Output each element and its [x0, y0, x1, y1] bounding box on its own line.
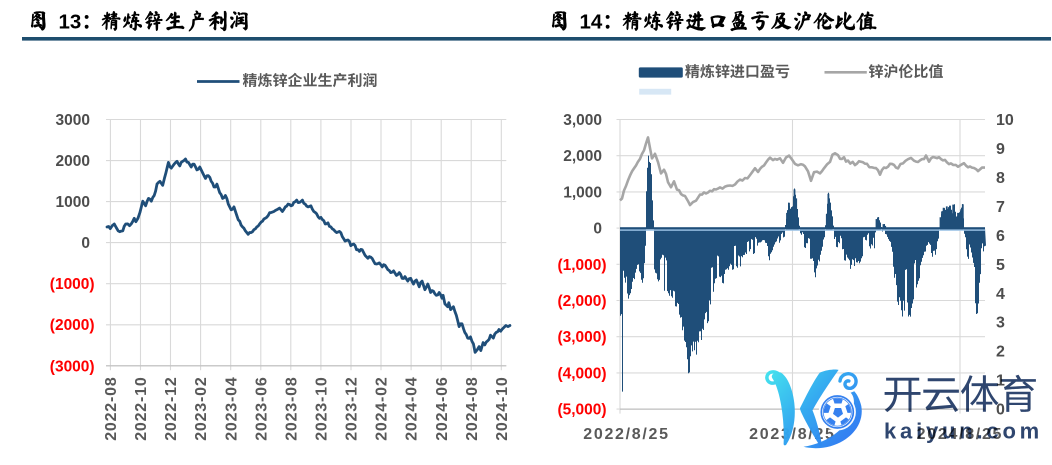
svg-text:1,000: 1,000: [563, 184, 602, 201]
svg-text:2023-08: 2023-08: [283, 376, 300, 440]
svg-text:2000: 2000: [56, 153, 90, 170]
svg-text:(5,000): (5,000): [557, 402, 606, 419]
svg-text:(3000): (3000): [50, 358, 95, 375]
svg-text:7: 7: [996, 199, 1005, 216]
svg-text:5: 5: [996, 257, 1005, 274]
svg-text:(1,000): (1,000): [557, 257, 606, 274]
svg-text:4: 4: [996, 286, 1005, 303]
svg-text:2022-12: 2022-12: [163, 376, 180, 440]
svg-text:2024-08: 2024-08: [464, 376, 481, 440]
svg-text:2023-06: 2023-06: [253, 376, 270, 440]
svg-text:3,000: 3,000: [563, 112, 602, 129]
svg-text:2023-02: 2023-02: [193, 376, 210, 440]
svg-text:9: 9: [996, 141, 1005, 158]
svg-text:2024-10: 2024-10: [494, 376, 511, 440]
svg-text:2022-08: 2022-08: [103, 376, 120, 440]
svg-text:10: 10: [996, 112, 1014, 129]
svg-text:3000: 3000: [56, 112, 90, 129]
svg-text:2024/8/25: 2024/8/25: [917, 426, 1003, 443]
svg-text:2024-02: 2024-02: [374, 376, 391, 440]
svg-text:1000: 1000: [56, 194, 90, 211]
svg-text:2022-10: 2022-10: [133, 376, 150, 440]
svg-text:2,000: 2,000: [563, 148, 602, 165]
svg-text:8: 8: [996, 170, 1005, 187]
svg-text:(2,000): (2,000): [557, 293, 606, 310]
svg-text:1: 1: [996, 373, 1005, 390]
svg-text:2023-10: 2023-10: [314, 376, 331, 440]
svg-text:0: 0: [593, 221, 602, 238]
svg-text:kaiyun.com: kaiyun.com: [884, 419, 1043, 444]
svg-text:0: 0: [996, 402, 1005, 419]
svg-text:13: 13: [59, 11, 82, 34]
svg-text:3: 3: [996, 315, 1005, 332]
svg-text:2023-12: 2023-12: [344, 376, 361, 440]
svg-text:0: 0: [81, 235, 90, 252]
svg-text:(3,000): (3,000): [557, 329, 606, 346]
svg-text:2024-06: 2024-06: [434, 376, 451, 440]
svg-text:6: 6: [996, 228, 1005, 245]
svg-text:(1000): (1000): [50, 276, 95, 293]
svg-text:14: 14: [580, 11, 603, 34]
svg-text:2: 2: [996, 344, 1005, 361]
svg-text:(4,000): (4,000): [557, 365, 606, 382]
svg-text:2023-04: 2023-04: [223, 376, 240, 440]
svg-text:2022/8/25: 2022/8/25: [583, 426, 669, 443]
svg-text:(2000): (2000): [50, 317, 95, 334]
svg-text:2024-04: 2024-04: [404, 376, 421, 440]
